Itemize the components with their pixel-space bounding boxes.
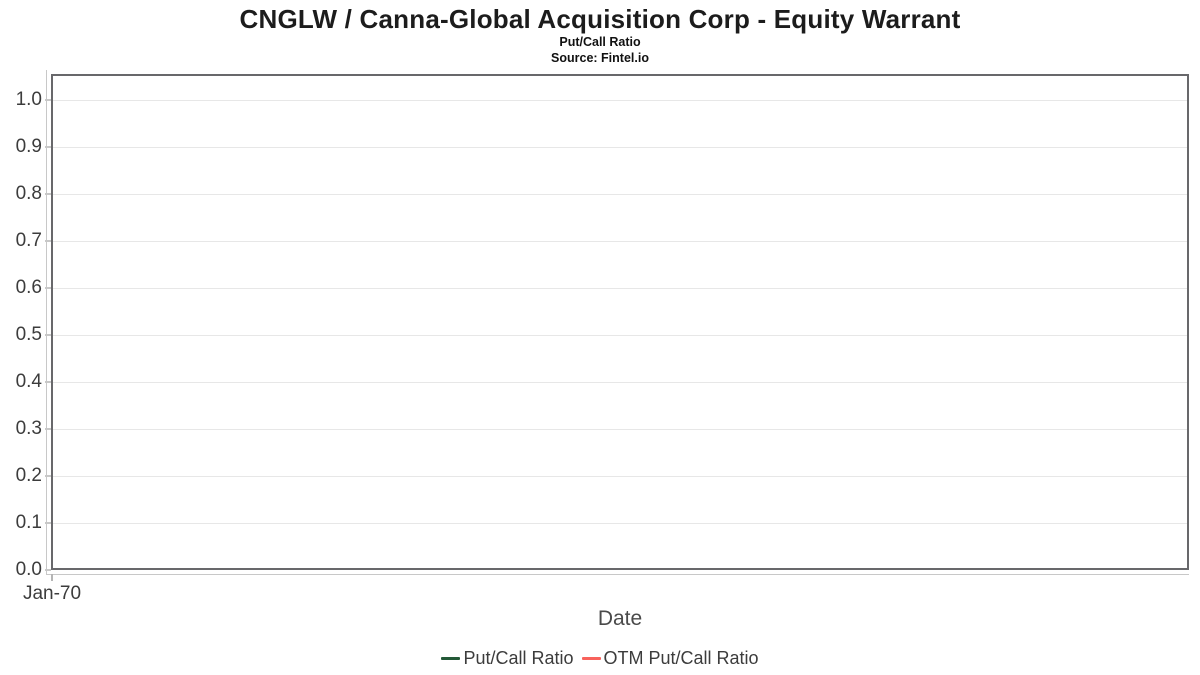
y-tick-label: 0.2 bbox=[15, 465, 42, 486]
x-axis-tick bbox=[51, 574, 53, 581]
gridline bbox=[53, 194, 1187, 195]
y-axis-line bbox=[46, 70, 47, 574]
y-tick-label: 0.6 bbox=[15, 277, 42, 298]
y-tick-label: 0.5 bbox=[15, 324, 42, 345]
chart-title: CNGLW / Canna-Global Acquisition Corp - … bbox=[239, 4, 961, 34]
gridline bbox=[53, 241, 1187, 242]
y-axis-tick bbox=[45, 381, 51, 383]
y-tick-label: 0.8 bbox=[15, 183, 42, 204]
gridline bbox=[53, 523, 1187, 524]
y-axis-tick bbox=[45, 193, 51, 195]
legend-line-icon bbox=[441, 656, 461, 660]
gridline bbox=[53, 288, 1187, 289]
y-tick-label: 0.4 bbox=[15, 371, 42, 392]
y-axis-tick bbox=[45, 522, 51, 524]
x-tick-label: Jan-70 bbox=[22, 583, 82, 604]
y-tick-label: 1.0 bbox=[15, 89, 42, 110]
y-axis-tick bbox=[45, 99, 51, 101]
gridline bbox=[53, 382, 1187, 383]
y-axis-tick bbox=[45, 287, 51, 289]
y-tick-label: 0.3 bbox=[15, 418, 42, 439]
gridline bbox=[53, 429, 1187, 430]
plot-area bbox=[51, 74, 1189, 570]
y-tick-label: 0.1 bbox=[15, 512, 42, 533]
y-axis-tick bbox=[45, 240, 51, 242]
legend-item[interactable]: OTM Put/Call Ratio bbox=[581, 647, 759, 669]
legend-line-icon bbox=[581, 656, 601, 660]
legend: Put/Call Ratio OTM Put/Call Ratio bbox=[0, 647, 1200, 669]
legend-label: Put/Call Ratio bbox=[463, 648, 574, 668]
y-axis-tick bbox=[45, 428, 51, 430]
legend-label: OTM Put/Call Ratio bbox=[603, 648, 759, 668]
y-axis-tick bbox=[45, 334, 51, 336]
y-axis-tick bbox=[45, 569, 51, 571]
gridline bbox=[53, 147, 1187, 148]
gridline bbox=[53, 335, 1187, 336]
y-axis-tick bbox=[45, 475, 51, 477]
x-axis-line bbox=[46, 574, 1189, 575]
y-tick-label: 0.9 bbox=[15, 136, 42, 157]
gridline bbox=[53, 100, 1187, 101]
chart-subtitle: Put/Call Ratio bbox=[559, 35, 641, 49]
y-tick-label: 0.0 bbox=[15, 559, 42, 580]
x-axis-title: Date bbox=[597, 607, 643, 630]
chart-source: Source: Fintel.io bbox=[551, 51, 649, 65]
y-tick-label: 0.7 bbox=[15, 230, 42, 251]
legend-item[interactable]: Put/Call Ratio bbox=[441, 647, 574, 669]
gridline bbox=[53, 476, 1187, 477]
y-axis-tick bbox=[45, 146, 51, 148]
